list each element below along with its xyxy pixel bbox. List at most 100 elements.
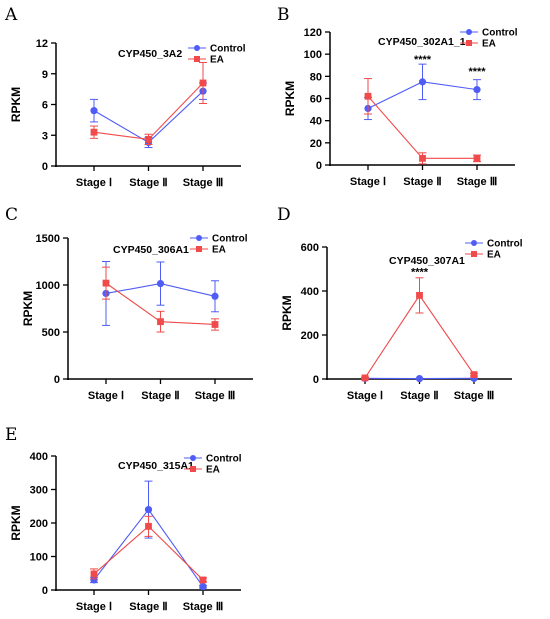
legend-label: EA	[210, 55, 224, 66]
series-control	[364, 63, 481, 121]
y-tick-label: 3	[42, 130, 48, 142]
x-tick-label: Stage Ⅲ	[183, 601, 224, 613]
y-tick-label: 1500	[36, 233, 60, 245]
legend-marker	[471, 240, 477, 246]
legend-label: Control	[212, 234, 248, 245]
y-tick-label: 0	[313, 374, 319, 386]
y-tick-label: 200	[301, 330, 319, 342]
y-axis-label: RPKM	[21, 291, 35, 326]
y-tick-label: 40	[310, 116, 322, 128]
chart-title: CYP450_306A1	[113, 244, 189, 256]
legend-marker	[194, 45, 200, 51]
data-point	[199, 576, 207, 584]
panel-letter: B	[277, 5, 290, 25]
panel-b: B 0 20 40 60 80 100 120 Stage Ⅰ Stage Ⅱ Stage Ⅲ RPK…	[277, 5, 518, 188]
legend-label: EA	[487, 250, 501, 261]
y-axis-label: RPKM	[280, 295, 294, 330]
data-point	[364, 92, 372, 100]
data-point	[470, 371, 478, 378]
data-point	[156, 279, 165, 288]
significance-label: ****	[411, 267, 429, 279]
panel-letter: D	[277, 205, 291, 225]
x-tick-label: Stage Ⅲ	[195, 390, 236, 402]
chart-title: CYP450_315A1	[118, 460, 194, 472]
x-tick-label: Stage Ⅲ	[454, 390, 495, 402]
panel-letter: E	[5, 425, 17, 445]
legend-marker	[471, 251, 477, 257]
x-tick-label: Stage Ⅰ	[76, 601, 112, 613]
x-tick-label: Stage Ⅲ	[183, 177, 224, 189]
panel-letter: A	[4, 5, 18, 25]
chart-title: CYP450_307A1	[389, 255, 465, 267]
y-tick-label: 0	[42, 585, 48, 597]
x-tick-label: Stage Ⅱ	[400, 390, 438, 402]
y-tick-label: 400	[301, 286, 319, 298]
data-point	[157, 318, 164, 326]
series-control	[361, 374, 478, 383]
series-ea	[90, 515, 207, 584]
y-tick-label: 1000	[36, 280, 60, 292]
series-ea	[102, 266, 219, 333]
y-tick-label: 12	[36, 38, 48, 50]
y-tick-label: 6	[42, 100, 48, 112]
panel-d: D 0 200 400 600 Stage Ⅰ Stage Ⅱ Stage Ⅲ RPKM CYP4…	[277, 205, 523, 402]
panel-a: A 0 3 6 9 12 Stage Ⅰ Stage Ⅱ Stage Ⅲ RPKM CYP450_3…	[4, 5, 246, 189]
y-tick-label: 300	[30, 485, 48, 497]
data-point	[415, 374, 424, 383]
y-tick-label: 0	[316, 160, 322, 172]
y-tick-label: 0	[42, 161, 48, 173]
y-tick-label: 600	[301, 242, 319, 254]
data-point	[145, 522, 152, 530]
data-point	[211, 321, 219, 328]
legend-label: Control	[206, 454, 242, 465]
series-line	[93, 82, 204, 140]
legend-marker	[196, 235, 202, 241]
x-tick-label: Stage Ⅰ	[350, 176, 386, 188]
series-ea	[90, 61, 207, 145]
legend-label: EA	[482, 39, 496, 50]
legend-marker	[466, 29, 472, 35]
legend-label: Control	[487, 239, 523, 250]
data-point	[144, 506, 153, 514]
x-tick-label: Stage Ⅱ	[129, 177, 167, 189]
legend-marker	[196, 246, 202, 252]
data-point	[211, 292, 219, 300]
legend-label: EA	[212, 245, 226, 256]
panel-e: E 0 100 200 300 400 Stage Ⅰ Stage Ⅱ Stage Ⅲ RPKM C…	[5, 425, 242, 613]
data-point	[90, 570, 98, 578]
series-line	[367, 95, 477, 159]
series-ea	[361, 277, 478, 382]
legend-label: Control	[210, 44, 246, 55]
data-point	[199, 79, 207, 87]
data-point	[361, 374, 369, 382]
y-tick-label: 60	[310, 94, 322, 106]
data-point	[90, 576, 98, 584]
chart-title: CYP450_3A2	[118, 48, 182, 60]
y-tick-label: 0	[54, 374, 60, 386]
y-tick-label: 80	[310, 71, 322, 83]
x-tick-label: Stage Ⅱ	[141, 390, 179, 402]
data-point	[90, 128, 98, 136]
chart-title: CYP450_302A1_1	[378, 36, 466, 48]
x-tick-label: Stage Ⅲ	[457, 176, 498, 188]
y-tick-label: 400	[30, 451, 48, 463]
y-tick-label: 100	[30, 552, 48, 564]
series-ea	[364, 78, 481, 165]
y-tick-label: 9	[42, 69, 48, 81]
data-point	[199, 583, 207, 591]
data-point	[416, 292, 423, 299]
legend-marker	[190, 466, 196, 472]
y-axis-label: RPKM	[283, 81, 297, 116]
legend-marker	[466, 40, 472, 46]
x-tick-label: Stage Ⅱ	[403, 176, 441, 188]
panel-c: C 0 500 1000 1500 Stage Ⅰ Stage Ⅱ Stage Ⅲ RPKM CY…	[5, 205, 253, 402]
significance-label: ****	[468, 66, 486, 78]
data-point	[473, 86, 481, 94]
y-axis-label: RPKM	[9, 505, 23, 540]
